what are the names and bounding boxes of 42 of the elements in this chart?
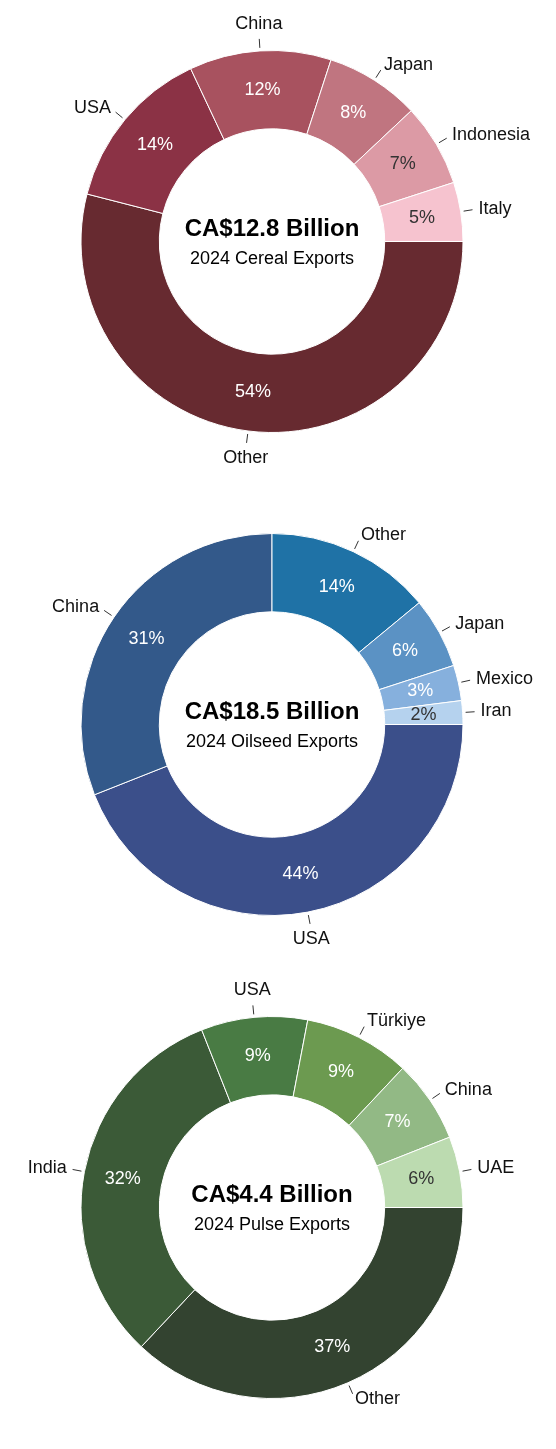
- data-label: 9%: [244, 1045, 271, 1066]
- data-label: 7%: [389, 153, 416, 174]
- slice-label: China: [235, 12, 284, 33]
- text: CA$4.4 Billion: [191, 1180, 353, 1208]
- data-label: 8%: [340, 102, 367, 123]
- data-label: 7%: [384, 1111, 411, 1132]
- slice-label: Türkiye: [366, 1010, 426, 1031]
- text: CA$12.8 Billion: [184, 214, 360, 242]
- data-label: 3%: [407, 680, 434, 701]
- data-label: 12%: [244, 78, 281, 99]
- slice-label: Other: [355, 1388, 401, 1409]
- slice-label: China: [52, 595, 101, 616]
- data-label: 14%: [318, 576, 355, 597]
- slice-label: USA: [292, 927, 330, 948]
- data-label: 54%: [234, 381, 271, 402]
- slice-label: Mexico: [475, 667, 533, 688]
- slice-label: China: [444, 1078, 493, 1099]
- data-label: 6%: [408, 1168, 435, 1189]
- data-label: 2%: [410, 703, 437, 724]
- slice-label: Indonesia: [451, 124, 531, 145]
- slice-label: Japan: [383, 54, 434, 74]
- data-label: 14%: [136, 133, 174, 154]
- data-label: 6%: [392, 640, 419, 661]
- slice-label: Italy: [478, 197, 512, 218]
- slice-label: Other: [223, 446, 269, 467]
- data-label: 31%: [128, 628, 165, 649]
- data-label: 32%: [104, 1168, 141, 1189]
- text: CA$18.5 Billion: [184, 697, 360, 725]
- text: 2024 Cereal Exports: [189, 248, 355, 269]
- slice-label: USA: [73, 97, 111, 118]
- data-label: 5%: [408, 206, 435, 227]
- text: 2024 Oilseed Exports: [185, 731, 359, 752]
- text: 2024 Pulse Exports: [193, 1214, 351, 1235]
- slice-label: India: [27, 1157, 68, 1178]
- slice-label: USA: [233, 979, 271, 1000]
- slice-label: Japan: [455, 612, 505, 633]
- data-label: 37%: [314, 1335, 351, 1356]
- slice-label: Other: [360, 524, 407, 545]
- slice-label: UAE: [477, 1157, 515, 1178]
- data-label: 44%: [282, 862, 319, 883]
- data-label: 9%: [327, 1061, 354, 1082]
- slice-label: Iran: [480, 700, 512, 721]
